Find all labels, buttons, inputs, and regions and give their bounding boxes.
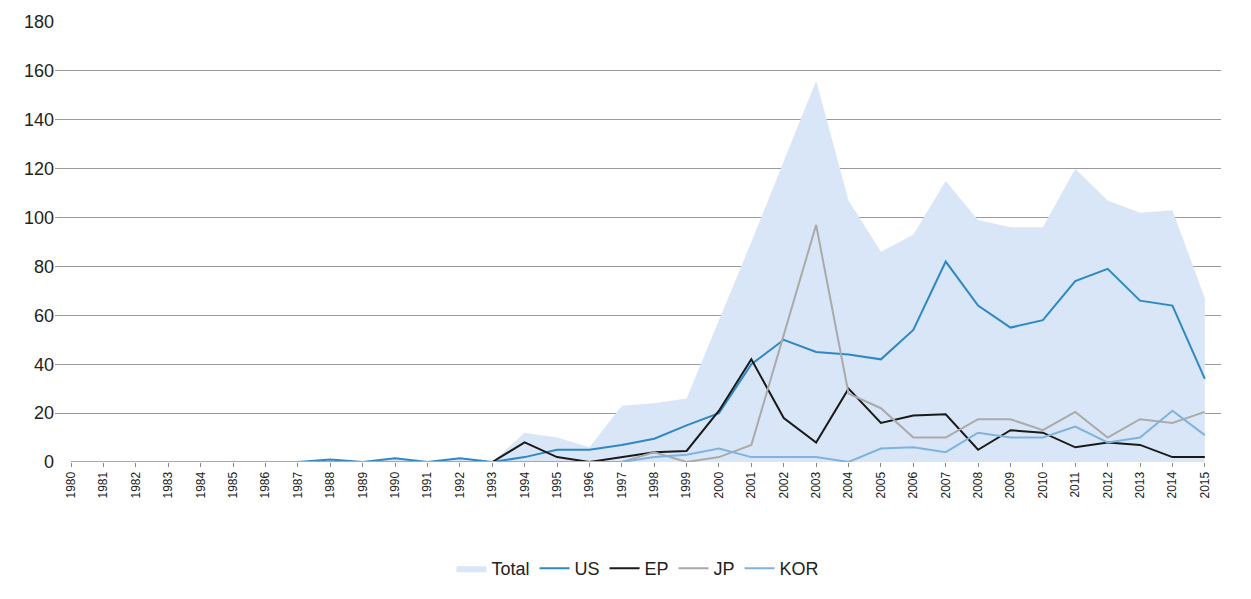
svg-text:1987: 1987 bbox=[291, 471, 305, 498]
svg-text:2005: 2005 bbox=[874, 471, 888, 498]
svg-text:2007: 2007 bbox=[939, 471, 953, 498]
svg-text:120: 120 bbox=[24, 159, 54, 179]
svg-text:2006: 2006 bbox=[906, 471, 920, 498]
svg-text:1994: 1994 bbox=[518, 471, 532, 498]
svg-text:1986: 1986 bbox=[258, 471, 272, 498]
svg-text:1984: 1984 bbox=[194, 471, 208, 498]
svg-text:1993: 1993 bbox=[485, 471, 499, 498]
svg-text:1985: 1985 bbox=[226, 471, 240, 498]
svg-text:2012: 2012 bbox=[1101, 471, 1115, 498]
svg-text:2014: 2014 bbox=[1165, 471, 1179, 498]
svg-text:KOR: KOR bbox=[780, 559, 819, 579]
svg-text:1998: 1998 bbox=[647, 471, 661, 498]
svg-text:1983: 1983 bbox=[161, 471, 175, 498]
svg-text:2009: 2009 bbox=[1003, 471, 1017, 498]
svg-text:1995: 1995 bbox=[550, 471, 564, 498]
svg-text:1999: 1999 bbox=[679, 471, 693, 498]
svg-text:Total: Total bbox=[492, 559, 530, 579]
svg-text:1989: 1989 bbox=[356, 471, 370, 498]
svg-text:1988: 1988 bbox=[323, 471, 337, 498]
svg-text:2008: 2008 bbox=[971, 471, 985, 498]
svg-text:2000: 2000 bbox=[712, 471, 726, 498]
svg-text:1992: 1992 bbox=[453, 471, 467, 498]
svg-text:160: 160 bbox=[24, 61, 54, 81]
svg-text:0: 0 bbox=[44, 452, 54, 472]
svg-text:140: 140 bbox=[24, 110, 54, 130]
svg-text:2010: 2010 bbox=[1036, 471, 1050, 498]
svg-text:2015: 2015 bbox=[1198, 471, 1212, 498]
svg-text:2004: 2004 bbox=[841, 471, 855, 498]
svg-text:20: 20 bbox=[34, 403, 54, 423]
svg-text:US: US bbox=[575, 559, 600, 579]
svg-text:1997: 1997 bbox=[615, 471, 629, 498]
svg-text:2001: 2001 bbox=[744, 471, 758, 498]
svg-text:1990: 1990 bbox=[388, 471, 402, 498]
svg-text:1980: 1980 bbox=[64, 471, 78, 498]
svg-text:EP: EP bbox=[645, 559, 669, 579]
svg-text:1996: 1996 bbox=[582, 471, 596, 498]
svg-text:60: 60 bbox=[34, 306, 54, 326]
svg-text:2011: 2011 bbox=[1068, 471, 1082, 497]
svg-text:1982: 1982 bbox=[129, 471, 143, 498]
svg-text:JP: JP bbox=[714, 559, 735, 579]
svg-text:40: 40 bbox=[34, 355, 54, 375]
svg-text:2013: 2013 bbox=[1133, 471, 1147, 498]
svg-text:1981: 1981 bbox=[96, 471, 110, 498]
svg-text:1991: 1991 bbox=[420, 471, 434, 498]
svg-text:2002: 2002 bbox=[777, 471, 791, 498]
svg-text:80: 80 bbox=[34, 257, 54, 277]
svg-text:2003: 2003 bbox=[809, 471, 823, 498]
svg-text:100: 100 bbox=[24, 208, 54, 228]
svg-text:180: 180 bbox=[24, 12, 54, 32]
